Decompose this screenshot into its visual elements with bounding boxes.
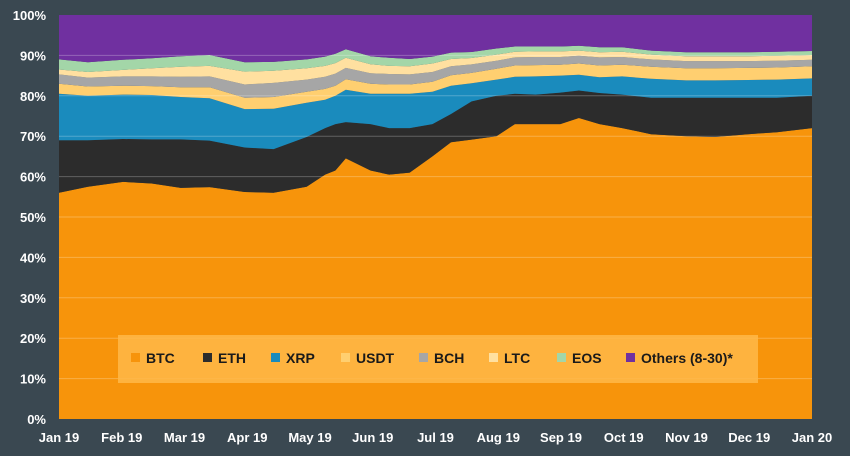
y-axis-ticks: 0% 10% 20% 30% 40% 50% 60% 70% 80% 90% 100%	[13, 8, 47, 427]
x-tick-label: Apr 19	[227, 430, 267, 445]
legend-swatch-btc	[131, 353, 140, 362]
legend-label-xrp: XRP	[286, 350, 315, 366]
legend-label-btc: BTC	[146, 350, 175, 366]
x-tick-label: Sep 19	[540, 430, 582, 445]
legend-label-usdt: USDT	[356, 350, 395, 366]
legend-label-eos: EOS	[572, 350, 602, 366]
x-tick-label: Jan 20	[792, 430, 832, 445]
legend-label-eth: ETH	[218, 350, 246, 366]
legend-label-others-8-30: Others (8-30)*	[641, 350, 733, 366]
y-tick-label: 40%	[20, 250, 46, 265]
y-tick-label: 20%	[20, 331, 46, 346]
legend-swatch-bch	[419, 353, 428, 362]
legend-box	[118, 335, 758, 383]
y-tick-label: 0%	[27, 412, 46, 427]
area-ltc	[59, 50, 812, 85]
legend-label-ltc: LTC	[504, 350, 530, 366]
x-tick-label: Mar 19	[164, 430, 205, 445]
area-bch	[59, 55, 812, 98]
y-tick-label: 30%	[20, 291, 46, 306]
y-tick-label: 100%	[13, 8, 47, 23]
legend: BTC ETH XRP USDT BCH LTC EOS Others (8-30)*	[118, 335, 758, 383]
area-usdt	[59, 63, 812, 110]
legend-swatch-eos	[557, 353, 566, 362]
x-tick-label: Aug 19	[477, 430, 520, 445]
legend-swatch-xrp	[271, 353, 280, 362]
area-eos	[59, 45, 812, 72]
legend-swatch-eth	[203, 353, 212, 362]
y-tick-label: 70%	[20, 129, 46, 144]
y-tick-label: 80%	[20, 89, 46, 104]
legend-swatch-usdt	[341, 353, 350, 362]
area-xrp	[59, 74, 812, 150]
x-axis-ticks: Jan 19 Feb 19 Mar 19 Apr 19 May 19 Jun 19 Jul …	[39, 430, 832, 445]
x-tick-label: Feb 19	[101, 430, 142, 445]
gridlines	[59, 54, 812, 380]
x-tick-label: Oct 19	[604, 430, 644, 445]
area-others-8-30	[59, 15, 812, 63]
x-tick-label: Jun 19	[352, 430, 393, 445]
x-tick-label: Jan 19	[39, 430, 79, 445]
legend-swatch-ltc	[489, 353, 498, 362]
legend-swatch-others-8-30	[626, 353, 635, 362]
y-tick-label: 90%	[20, 48, 46, 63]
x-tick-label: Nov 19	[665, 430, 708, 445]
y-tick-label: 50%	[20, 210, 46, 225]
x-tick-label: Dec 19	[728, 430, 770, 445]
legend-label-bch: BCH	[434, 350, 464, 366]
y-tick-label: 60%	[20, 170, 46, 185]
area-eth	[59, 90, 812, 193]
y-tick-label: 10%	[20, 372, 46, 387]
x-tick-label: Jul 19	[417, 430, 454, 445]
x-tick-label: May 19	[288, 430, 331, 445]
